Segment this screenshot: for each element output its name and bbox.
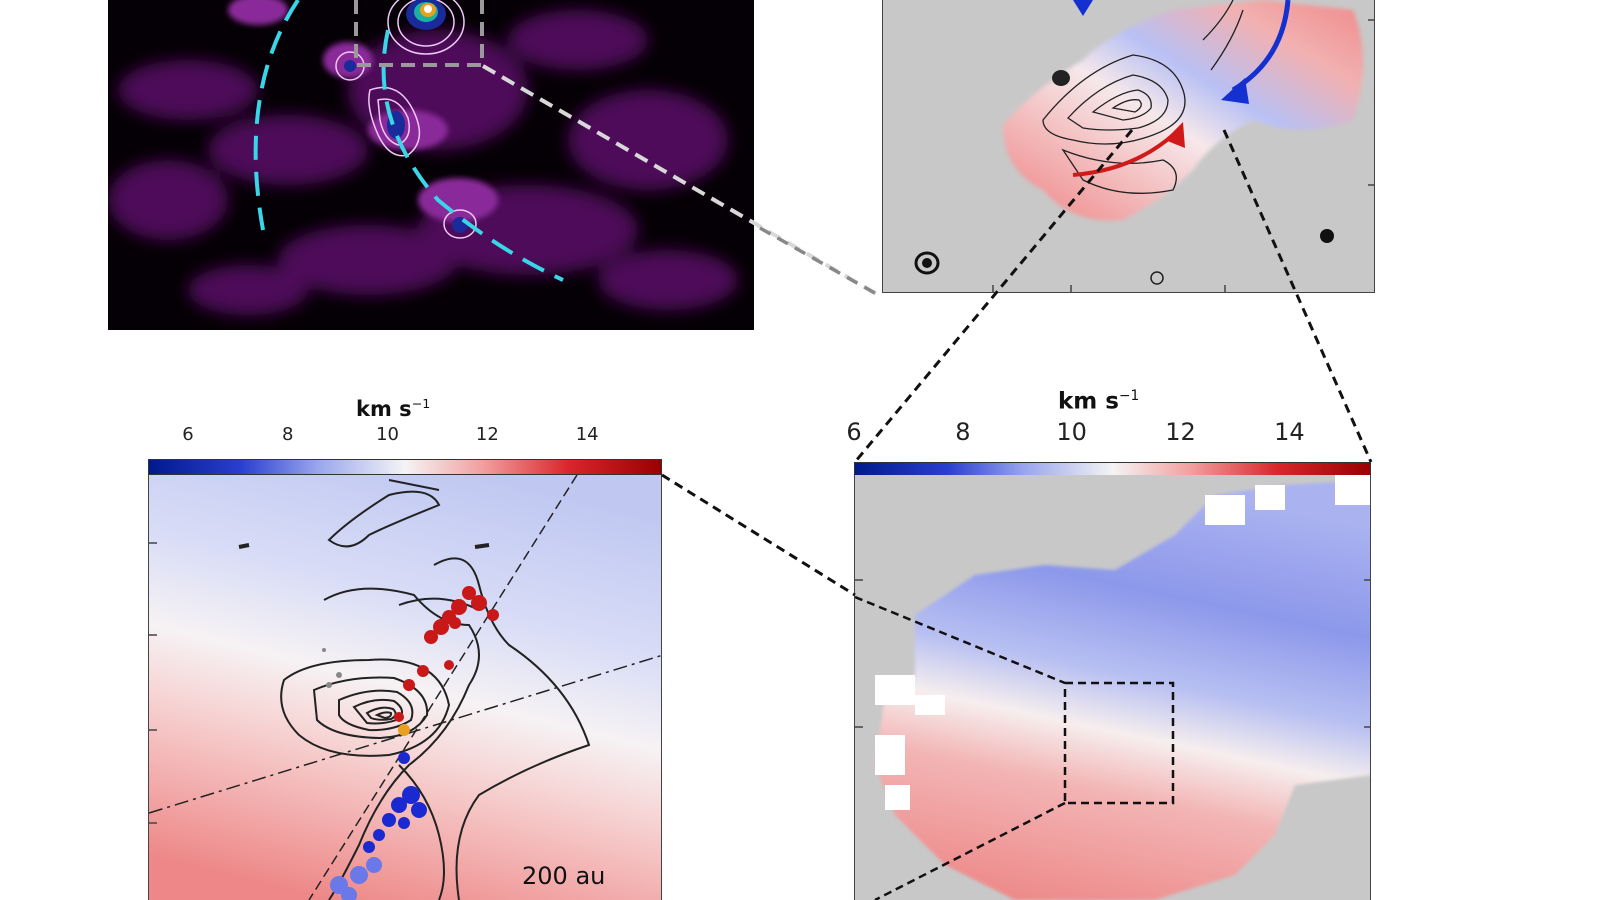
colorbar-left-tick-14: 14: [575, 424, 599, 445]
emission-map-graphic: [108, 0, 738, 315]
velocity-map-overview-panel: [882, 0, 1375, 293]
emission-map-panel: [108, 0, 754, 330]
connector-top-right-right: [1222, 129, 1373, 463]
velocity-map-zoom-graphic: [149, 475, 661, 900]
connector-bottom-right-to-bottom-left: [661, 473, 856, 597]
colorbar-right-tick-10: 10: [1056, 418, 1087, 446]
colorbar-left-title: km s−1: [356, 396, 431, 421]
colorbar-left-tick-6: 6: [182, 424, 194, 445]
colorbar-left-tick-10: 10: [376, 424, 399, 445]
colorbar-left-tick-8: 8: [281, 424, 294, 445]
velocity-map-mid-panel: [854, 475, 1371, 900]
connector-top-right-left: [853, 129, 1134, 463]
velocity-map-mid-graphic: [855, 475, 1370, 900]
scale-bar-label: 200 au: [522, 862, 606, 890]
colorbar-right-tick-6: 6: [846, 418, 862, 446]
colorbar-right-tick-12: 12: [1165, 418, 1196, 446]
colorbar-left-tick-12: 12: [475, 424, 499, 445]
velocity-map-zoom-panel: [148, 475, 662, 900]
velocity-map-overview-graphic: [914, 0, 1374, 292]
colorbar-right-tick-14: 14: [1274, 418, 1305, 446]
colorbar-right-tick-8: 8: [955, 418, 971, 446]
colorbar-right-title: km s−1: [1058, 388, 1140, 415]
connector-top-left-lower: [759, 226, 881, 298]
colorbar-left: [148, 459, 662, 475]
